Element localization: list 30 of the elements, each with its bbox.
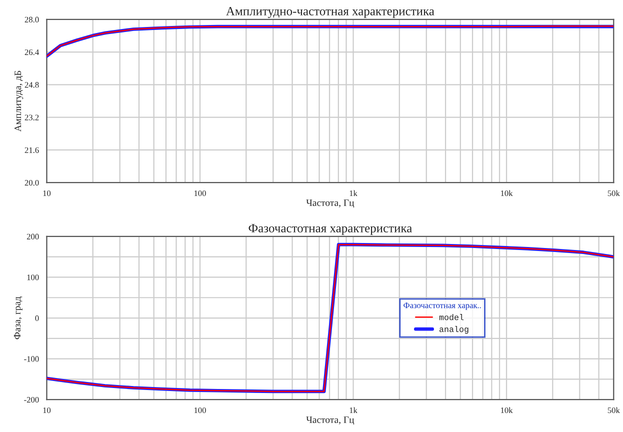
x-tick-label: 1k bbox=[350, 407, 358, 414]
x-tick-label: 100 bbox=[194, 190, 206, 196]
x-axis-title: Частота, Гц bbox=[306, 200, 354, 208]
x-tick-label: 50k bbox=[608, 407, 620, 414]
y-tick-label: -200 bbox=[24, 396, 39, 403]
x-axis-title: Частота, Гц bbox=[306, 416, 354, 425]
y-tick-label: 28.0 bbox=[24, 16, 39, 22]
y-tick-label: -100 bbox=[24, 356, 39, 362]
y-tick-label: 21.6 bbox=[24, 147, 39, 153]
y-tick-label: 0 bbox=[35, 315, 39, 321]
legend-title: Фазочастотная харак.. bbox=[404, 302, 481, 310]
chart-title: Фазочастотная характеристика bbox=[248, 224, 412, 235]
legend-label: analog bbox=[440, 326, 468, 334]
x-tick-label: 1k bbox=[350, 190, 358, 196]
y-tick-label: 23.2 bbox=[24, 114, 39, 120]
y-tick-label: 26.4 bbox=[24, 49, 39, 56]
x-tick-label: 10k bbox=[501, 190, 513, 196]
x-tick-label: 10k bbox=[501, 407, 513, 414]
y-tick-label: 100 bbox=[27, 274, 39, 280]
x-tick-label: 10 bbox=[43, 190, 51, 196]
chart-title: Амплитудно-частотная характеристика bbox=[226, 7, 434, 18]
y-tick-label: 20.0 bbox=[24, 180, 39, 186]
y-tick-label: 24.8 bbox=[24, 82, 39, 88]
x-tick-label: 100 bbox=[194, 407, 206, 414]
y-axis-title: Фаза, град bbox=[14, 296, 22, 340]
y-tick-label: 200 bbox=[26, 234, 39, 240]
x-tick-label: 50k bbox=[608, 190, 620, 196]
legend-label: model bbox=[439, 314, 464, 320]
y-axis-title: Амплитуда, дБ bbox=[14, 70, 24, 132]
x-tick-label: 10 bbox=[43, 407, 51, 414]
